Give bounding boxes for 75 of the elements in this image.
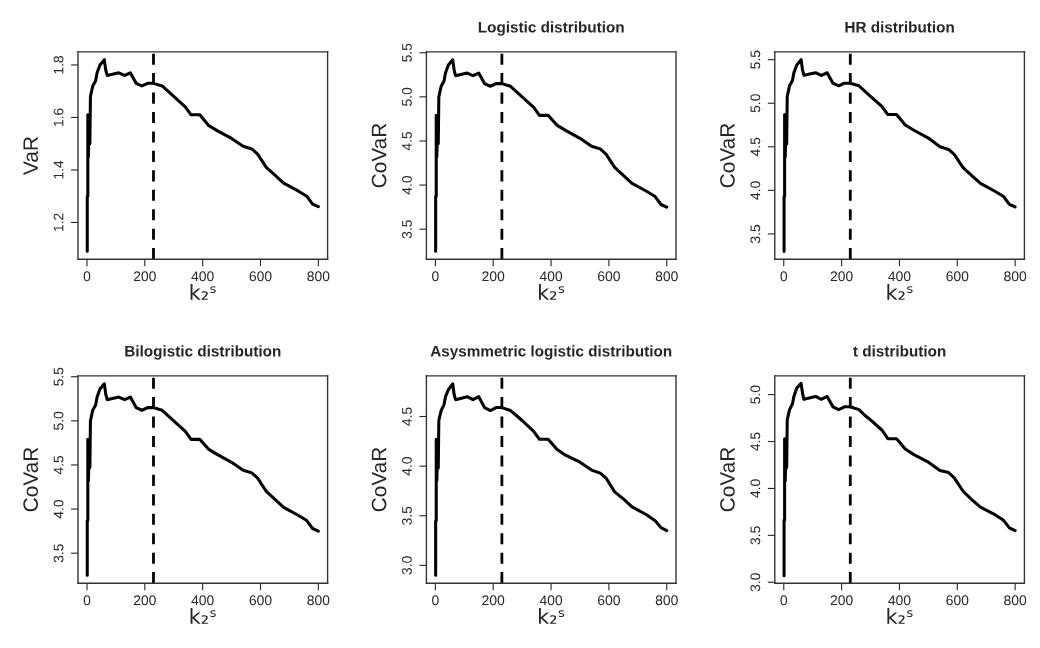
y-tick-label: 5.0	[402, 87, 412, 106]
y-tick-label: 4.0	[750, 181, 761, 200]
y-tick-label: 3.5	[53, 544, 64, 563]
x-tick-label: 600	[598, 595, 620, 606]
x-tick-label: 0	[83, 595, 91, 606]
x-axis-title: k₂ˢ	[539, 283, 565, 300]
y-tick-label: 3.5	[402, 220, 412, 239]
x-tick-label: 0	[780, 595, 788, 606]
y-tick-label: 5.0	[53, 411, 64, 430]
x-axis-title: k₂ˢ	[887, 607, 913, 624]
y-tick-label: 4.5	[53, 455, 64, 475]
y-tick-label: 4.0	[402, 457, 412, 476]
x-tick-label: 800	[655, 271, 678, 282]
y-axis-title: VaR	[23, 136, 39, 175]
x-tick-label: 0	[432, 271, 439, 282]
x-tick-label: 800	[307, 595, 330, 606]
chart-title: t distribution	[853, 345, 946, 357]
chart-title: HR distribution	[845, 21, 954, 33]
y-tick-label: 3.5	[750, 224, 761, 244]
x-tick-label: 600	[946, 271, 969, 282]
x-tick-label: 800	[307, 271, 330, 282]
y-tick-label: 1.2	[53, 213, 64, 232]
y-tick-label: 4.5	[750, 137, 761, 157]
x-tick-label: 400	[888, 595, 911, 606]
y-axis-title: CoVaR	[720, 447, 735, 512]
x-axis-title: k₂ˢ	[887, 283, 913, 300]
y-tick-label: 5.0	[750, 385, 761, 404]
x-tick-label: 400	[539, 595, 563, 606]
y-tick-label: 5.5	[402, 43, 412, 62]
y-axis-title: CoVaR	[720, 123, 735, 188]
x-tick-label: 600	[946, 595, 969, 606]
x-tick-label: 800	[1004, 271, 1027, 282]
y-tick-label: 5.0	[750, 94, 761, 113]
y-tick-label: 1.6	[53, 108, 64, 127]
y-tick-label: 1.8	[53, 55, 64, 74]
y-tick-label: 3.0	[750, 573, 761, 592]
x-tick-label: 800	[1004, 595, 1027, 606]
x-tick-label: 0	[83, 271, 91, 282]
x-tick-label: 600	[598, 271, 620, 282]
y-tick-label: 4.0	[402, 175, 412, 195]
x-tick-label: 200	[133, 271, 156, 282]
chart-title: Bilogistic distribution	[125, 345, 281, 360]
y-tick-label: 5.5	[53, 367, 64, 386]
x-tick-label: 400	[539, 271, 563, 282]
y-tick-label: 3.0	[402, 556, 412, 575]
y-tick-label: 1.4	[53, 160, 64, 179]
x-tick-label: 400	[191, 271, 214, 282]
y-tick-label: 5.5	[750, 50, 761, 69]
x-tick-label: 800	[655, 595, 678, 606]
x-axis-title: k₂ˢ	[539, 607, 565, 624]
y-axis-title: CoVaR	[23, 447, 39, 512]
y-tick-label: 4.0	[750, 479, 761, 498]
y-tick-label: 3.5	[750, 526, 761, 545]
y-tick-label: 4.5	[750, 432, 761, 451]
y-tick-label: 4.0	[53, 499, 64, 519]
x-tick-label: 200	[830, 595, 853, 606]
x-tick-label: 400	[888, 271, 911, 282]
x-axis-title: k₂ˢ	[190, 283, 216, 300]
x-tick-label: 200	[482, 271, 505, 282]
y-tick-label: 4.5	[402, 407, 412, 426]
x-tick-label: 200	[830, 271, 853, 282]
y-tick-label: 3.5	[402, 506, 412, 525]
chart-title: Logistic distribution	[478, 21, 624, 36]
x-tick-label: 600	[249, 271, 272, 282]
x-tick-label: 600	[249, 595, 272, 606]
y-axis-title: CoVaR	[371, 123, 387, 188]
x-tick-label: 200	[133, 595, 156, 606]
x-axis-title: k₂ˢ	[190, 607, 216, 624]
x-tick-label: 0	[780, 271, 788, 282]
y-axis-title: CoVaR	[371, 447, 387, 512]
y-tick-label: 4.5	[402, 131, 412, 151]
x-tick-label: 200	[482, 595, 505, 606]
x-tick-label: 0	[432, 595, 439, 606]
x-tick-label: 400	[191, 595, 214, 606]
chart-title: Asysmmetric logistic distribution	[430, 345, 672, 360]
